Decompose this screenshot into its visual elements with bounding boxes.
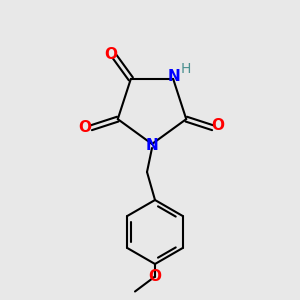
Text: O: O: [104, 47, 117, 62]
Text: N: N: [168, 69, 181, 84]
Text: O: O: [148, 269, 161, 284]
Text: N: N: [146, 137, 158, 152]
Text: O: O: [79, 120, 92, 135]
Text: H: H: [181, 62, 191, 76]
Text: O: O: [212, 118, 224, 133]
